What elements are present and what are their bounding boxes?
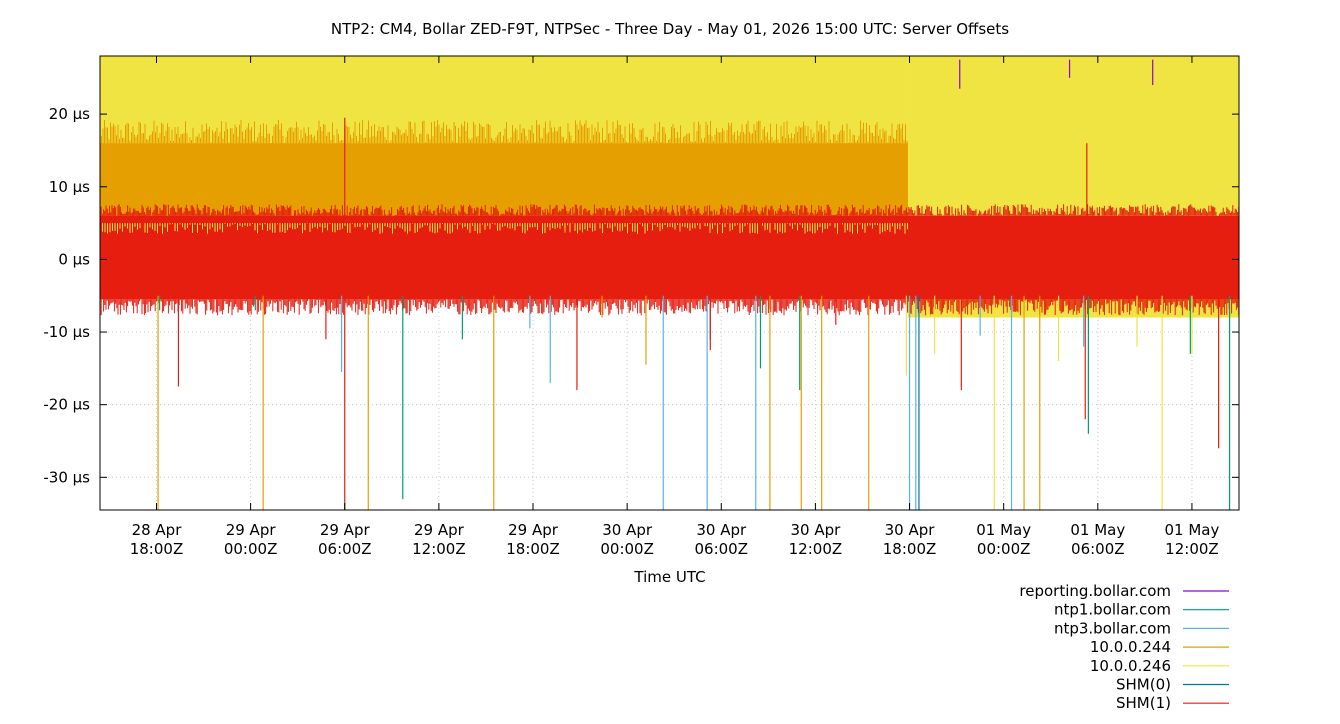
x-tick-label-date: 29 Apr (414, 521, 465, 539)
series-ntp3-bollar-com (341, 295, 1085, 510)
x-tick-label-time: 12:00Z (412, 540, 466, 558)
y-tick-label: -10 µs (43, 323, 90, 341)
series-shm-0- (709, 295, 920, 510)
x-tick-label-time: 06:00Z (1071, 540, 1125, 558)
x-tick-label-time: 00:00Z (224, 540, 278, 558)
series-reporting-bollar-com (959, 59, 1154, 89)
x-tick-label-date: 01 May (1164, 521, 1219, 539)
x-tick-label-time: 00:00Z (977, 540, 1031, 558)
x-tick-label-time: 12:00Z (789, 540, 843, 558)
plot-data (100, 56, 1239, 510)
legend-label: SHM(0) (1116, 676, 1171, 694)
x-tick-label-time: 18:00Z (130, 540, 184, 558)
plot-frame (99, 55, 1240, 511)
legend: reporting.bollar.comntp1.bollar.comntp3.… (1019, 582, 1229, 712)
legend-label: 10.0.0.244 (1090, 638, 1171, 656)
series-10-0-0-244 (157, 295, 1041, 510)
x-tick-label-date: 30 Apr (885, 521, 936, 539)
y-tick-label: 0 µs (58, 250, 90, 268)
x-tick-label-time: 18:00Z (506, 540, 560, 558)
x-tick-label-time: 06:00Z (695, 540, 749, 558)
x-tick-label-time: 06:00Z (318, 540, 372, 558)
legend-label: reporting.bollar.com (1019, 582, 1171, 600)
legend-label: SHM(1) (1116, 694, 1171, 712)
series-shm-1- (177, 117, 1220, 510)
legend-label: ntp1.bollar.com (1054, 601, 1171, 619)
band-shm-1- (100, 215, 1239, 300)
x-tick-label-date: 29 Apr (226, 521, 277, 539)
y-tick-label: -30 µs (43, 468, 90, 486)
band-edge-10-0-0-246 (100, 223, 908, 234)
y-tick-label: 10 µs (49, 178, 90, 196)
legend-label: ntp3.bollar.com (1054, 619, 1171, 637)
x-tick-label-date: 29 Apr (508, 521, 559, 539)
y-tick-label: 20 µs (49, 105, 90, 123)
x-tick-label-time: 18:00Z (883, 540, 937, 558)
series-ntp1-bollar-com (159, 295, 1231, 510)
plot-area (100, 56, 1239, 510)
x-axis-title: Time UTC (633, 568, 705, 586)
x-tick-label-date: 28 Apr (132, 521, 183, 539)
band-edge-shm-1- (100, 204, 1239, 216)
x-tick-label-time: 12:00Z (1165, 540, 1219, 558)
series-10-0-0-246 (905, 295, 1193, 510)
x-tick-label-date: 30 Apr (696, 521, 747, 539)
x-tick-label-date: 01 May (1070, 521, 1125, 539)
legend-label: 10.0.0.246 (1090, 657, 1171, 675)
x-tick-label-time: 00:00Z (600, 540, 654, 558)
chart-title: NTP2: CM4, Bollar ZED-F9T, NTPSec - Thre… (331, 20, 1009, 38)
y-tick-label: -20 µs (43, 396, 90, 414)
x-tick-label-date: 30 Apr (790, 521, 841, 539)
x-tick-label-date: 29 Apr (320, 521, 371, 539)
band-edge-10-0-0-244 (100, 120, 908, 144)
band-edge-shm-1- (100, 299, 1239, 316)
x-tick-label-date: 01 May (976, 521, 1031, 539)
x-tick-label-date: 30 Apr (602, 521, 653, 539)
